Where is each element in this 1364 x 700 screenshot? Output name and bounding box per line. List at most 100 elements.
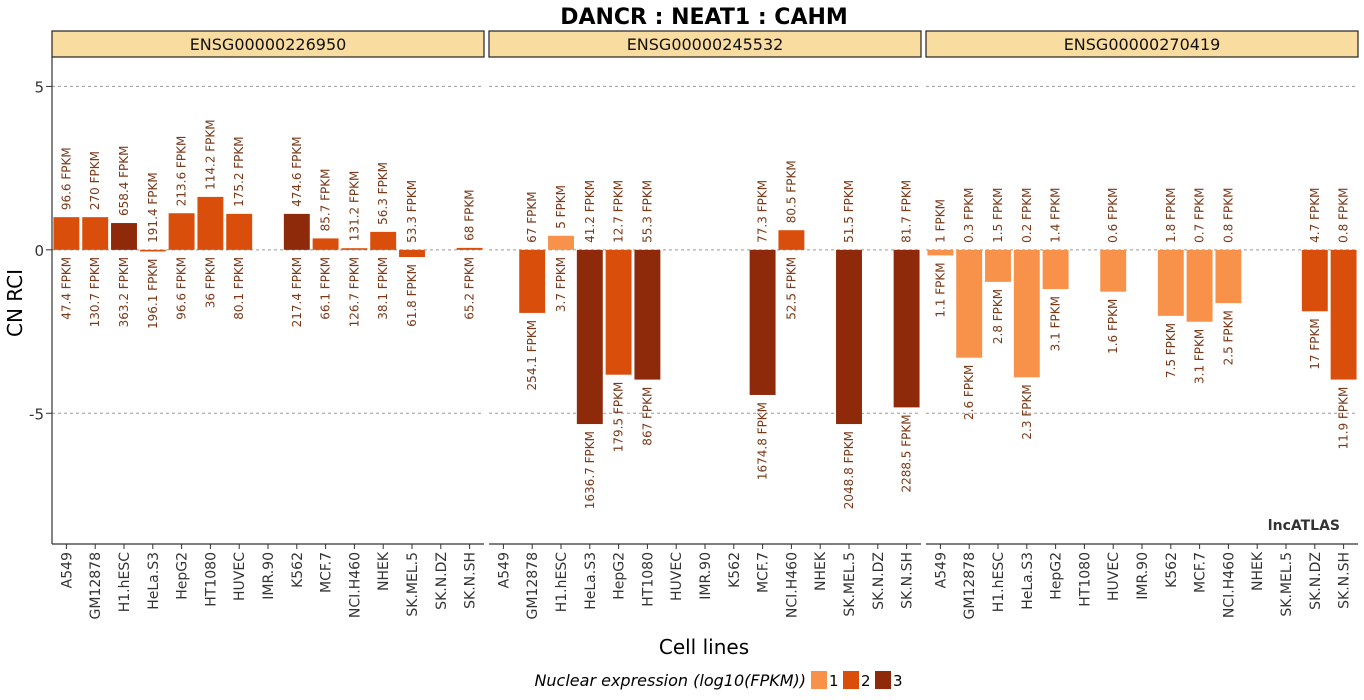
bar <box>634 249 661 380</box>
data-label-bottom: 36 FPKM <box>203 257 217 308</box>
x-tick-label: HT1080 <box>640 552 656 607</box>
bar <box>82 217 109 250</box>
data-label-top: 77.3 FPKM <box>756 180 770 243</box>
data-label-top: 270 FPKM <box>88 151 102 210</box>
data-label-top: 1.5 FPKM <box>991 188 1005 243</box>
data-label-top: 55.3 FPKM <box>640 180 654 243</box>
x-tick-label: SK.N.SH <box>900 552 916 609</box>
x-tick-label: IMR.90 <box>698 552 714 600</box>
x-tick-label: H1.hESC <box>991 552 1007 612</box>
x-tick-label: IMR.90 <box>261 552 277 600</box>
bar <box>548 235 574 250</box>
chart-title: DANCR : NEAT1 : CAHM <box>560 5 848 30</box>
bar <box>456 247 483 250</box>
x-tick-label: HT1080 <box>1077 552 1093 607</box>
panel-title: ENSG00000226950 <box>190 35 347 54</box>
legend-label: 3 <box>893 672 903 690</box>
y-tick-label: 0 <box>34 242 44 260</box>
x-tick-label: MCF.7 <box>1193 552 1209 593</box>
x-tick-label: K562 <box>1164 552 1180 588</box>
data-label-top: 0.2 FPKM <box>1020 188 1034 243</box>
data-label-top: 213.6 FPKM <box>175 136 189 207</box>
x-tick-label: HUVEC <box>1106 552 1122 601</box>
data-label-top: 474.6 FPKM <box>290 136 304 207</box>
legend-title: Nuclear expression (log10(FPKM)) <box>534 671 806 690</box>
panel-strip <box>925 30 1359 58</box>
data-label-top: 67 FPKM <box>525 191 539 242</box>
data-label-bottom: 196.1 FPKM <box>146 258 160 329</box>
data-label-top: 5 FPKM <box>554 185 568 229</box>
data-label-bottom: 7.5 FPKM <box>1164 323 1178 378</box>
x-tick-label: HepG2 <box>1049 552 1065 600</box>
data-label-bottom: 363.2 FPKM <box>117 257 131 328</box>
data-label-bottom: 3.7 FPKM <box>554 257 568 312</box>
y-axis-label: CN RCI <box>3 269 27 337</box>
data-label-bottom: 126.7 FPKM <box>347 257 361 328</box>
data-label-bottom: 1674.8 FPKM <box>756 402 770 480</box>
x-tick-label: SK.N.DZ <box>1308 552 1324 610</box>
x-tick-label: NCI.H460 <box>347 552 363 618</box>
data-label-top: 56.3 FPKM <box>376 162 390 225</box>
data-label-top: 80.5 FPKM <box>784 160 798 223</box>
plot-layer: 5 0 -5 ENSG00000226950 A549 96.6 FPKM 47.4 FPK… <box>29 30 1359 619</box>
data-label-bottom: 2048.8 FPKM <box>842 431 856 509</box>
data-label-top: 0.3 FPKM <box>962 188 976 243</box>
bar <box>111 223 137 250</box>
bar <box>778 230 805 250</box>
x-tick-label: NHEK <box>1250 551 1266 591</box>
x-tick-label: SK.MEL.5 <box>1279 552 1295 617</box>
bar <box>370 231 397 250</box>
data-label-top: 81.7 FPKM <box>900 180 914 243</box>
data-label-bottom: 1.6 FPKM <box>1106 299 1120 354</box>
bar <box>605 249 632 375</box>
data-label-bottom: 61.8 FPKM <box>405 264 419 327</box>
data-label-bottom: 66.1 FPKM <box>319 257 333 320</box>
data-label-top: 175.2 FPKM <box>232 136 246 207</box>
y-tick-label: 5 <box>34 78 44 96</box>
data-label-top: 658.4 FPKM <box>117 146 131 217</box>
bar <box>519 249 546 313</box>
x-tick-label: A549 <box>933 552 949 588</box>
bar <box>1215 249 1242 304</box>
data-label-bottom: 96.6 FPKM <box>175 257 189 320</box>
bar <box>985 249 1011 282</box>
x-tick-label: K562 <box>290 552 306 588</box>
x-tick-label: NHEK <box>813 551 829 591</box>
x-tick-label: MCF.7 <box>319 552 335 593</box>
data-label-bottom: 3.1 FPKM <box>1049 296 1063 351</box>
bar <box>1042 249 1069 290</box>
data-label-bottom: 17 FPKM <box>1308 318 1322 369</box>
bar <box>893 249 920 408</box>
legend: Nuclear expression (log10(FPKM)) 1 2 3 <box>534 671 903 690</box>
data-label-top: 0.6 FPKM <box>1106 188 1120 243</box>
data-label-top: 1.4 FPKM <box>1049 188 1063 243</box>
x-tick-label: GM12878 <box>962 552 978 619</box>
legend-swatch <box>875 671 891 689</box>
x-tick-label: HepG2 <box>612 552 628 600</box>
bar <box>1330 249 1357 380</box>
bar <box>197 196 224 250</box>
x-tick-label: SK.MEL.5 <box>842 552 858 617</box>
x-tick-label: SK.N.SH <box>463 552 479 609</box>
data-label-top: 131.2 FPKM <box>347 171 361 242</box>
panel-strip <box>51 30 485 58</box>
data-label-top: 68 FPKM <box>463 189 477 240</box>
data-label-top: 1.8 FPKM <box>1164 188 1178 243</box>
bar <box>341 248 368 250</box>
x-axis-label: Cell lines <box>659 635 749 659</box>
bar <box>139 249 166 252</box>
bar <box>927 249 954 256</box>
bar <box>312 238 339 250</box>
bar <box>399 249 425 258</box>
x-tick-label: MCF.7 <box>756 552 772 593</box>
data-label-bottom: 2.6 FPKM <box>962 365 976 420</box>
bar <box>283 213 310 250</box>
x-tick-label: NHEK <box>376 551 392 591</box>
x-tick-label: IMR.90 <box>1135 552 1151 600</box>
data-label-bottom: 1.1 FPKM <box>933 262 947 317</box>
x-tick-label: GM12878 <box>525 552 541 619</box>
legend-swatch <box>811 671 827 689</box>
data-label-bottom: 3.1 FPKM <box>1193 329 1207 384</box>
data-label-top: 41.2 FPKM <box>583 180 597 243</box>
